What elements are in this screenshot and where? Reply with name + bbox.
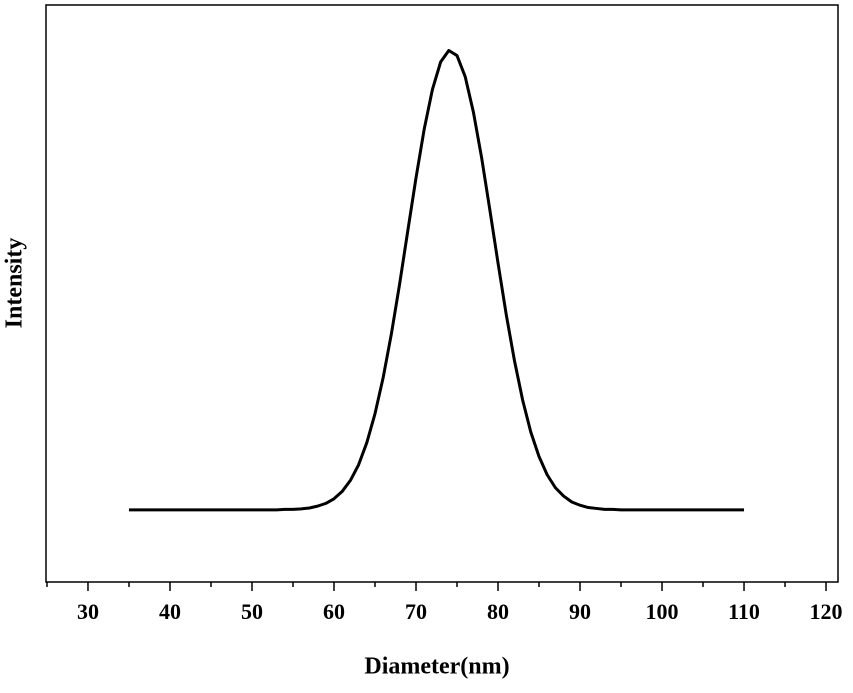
x-tick-label: 80: [487, 599, 509, 624]
y-axis-label: Intensity: [2, 238, 28, 329]
x-tick-label: 90: [569, 599, 591, 624]
x-tick-label: 110: [728, 599, 760, 624]
plot-frame: [45, 4, 839, 583]
x-tick-label: 70: [405, 599, 427, 624]
x-tick-label: 100: [646, 599, 679, 624]
x-tick-label: 120: [810, 599, 843, 624]
x-tick-label: 40: [159, 599, 181, 624]
x-axis-label: Diameter(nm): [364, 654, 509, 680]
x-tick-label: 60: [323, 599, 345, 624]
x-tick-label: 50: [241, 599, 263, 624]
line: [128, 49, 745, 512]
x-tick-label: 30: [77, 599, 99, 624]
